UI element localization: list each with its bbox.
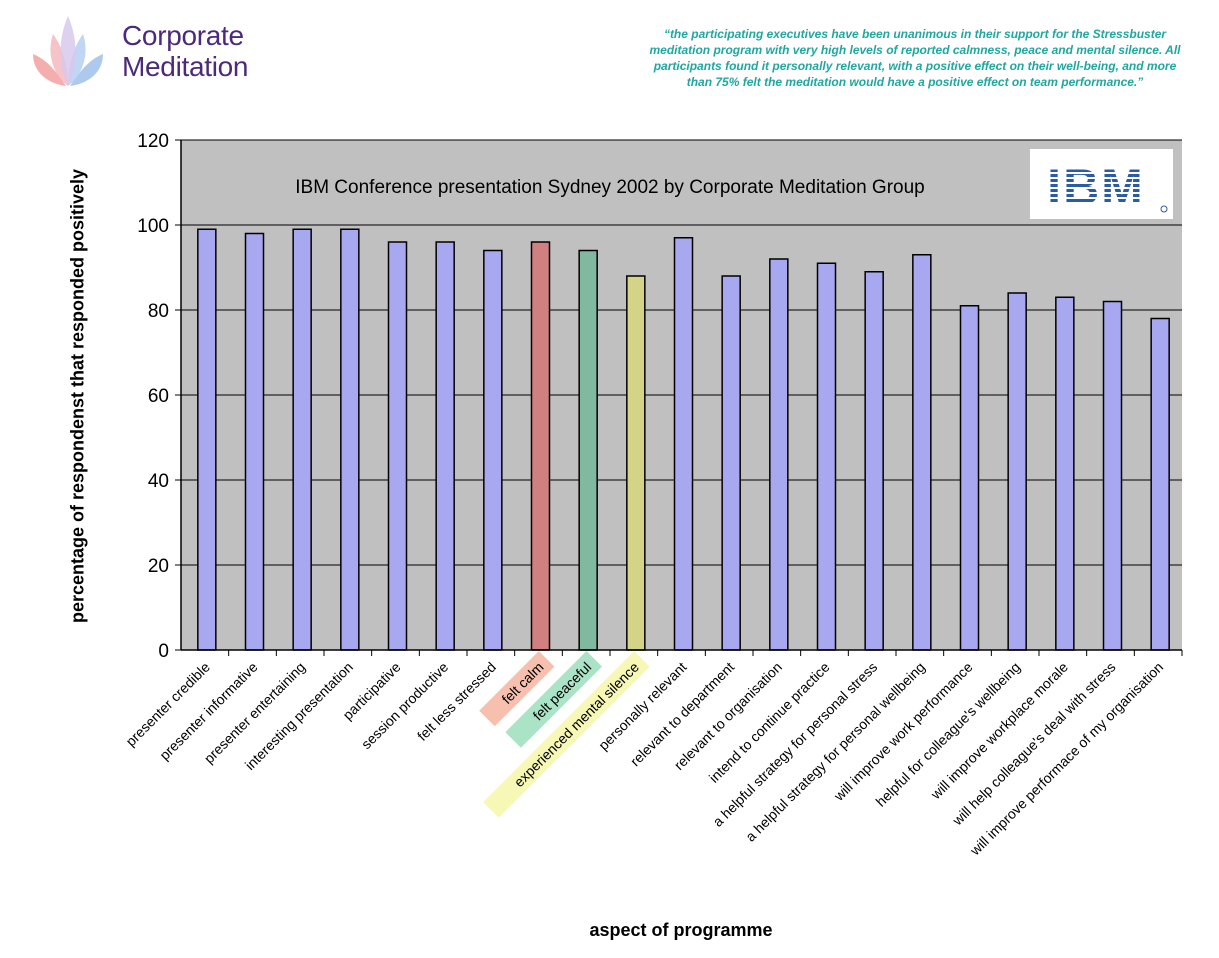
y-tick-label: 60: [148, 386, 169, 407]
bar: [864, 271, 884, 651]
axes: [180, 140, 1182, 651]
bar: [626, 275, 646, 651]
bar: [1055, 296, 1075, 651]
label-highlight: [479, 651, 555, 727]
bar: [1102, 300, 1123, 651]
bars: [197, 228, 1170, 651]
y-tick-label: 120: [137, 131, 169, 152]
x-tick-label: presenter credible: [122, 659, 213, 750]
y-tick-label: 20: [148, 556, 169, 577]
bar: [721, 275, 741, 651]
y-axis-label: percentage of respondenst that responded…: [67, 168, 88, 624]
bar: [483, 249, 503, 651]
bar: [1150, 317, 1170, 651]
y-tick-labels: 0 20 40 60 80 100 120: [137, 131, 169, 662]
bar: [816, 262, 837, 651]
bar: [435, 241, 455, 651]
y-tick-label: 80: [148, 301, 169, 322]
brand-name: Corporate Meditation: [122, 20, 248, 82]
label-highlight: [505, 651, 603, 748]
y-tick-label: 40: [148, 471, 169, 492]
x-tick-label: session productive: [358, 659, 451, 752]
bar: [340, 228, 360, 651]
x-tick-label: a helpful strategy for personal wellbein…: [742, 659, 928, 845]
bar: [387, 241, 408, 651]
testimonial-quote: “the participating executives have been …: [649, 27, 1181, 89]
bar: [197, 228, 217, 651]
bar: [578, 249, 598, 651]
bar: [769, 258, 789, 651]
bar: [1007, 292, 1027, 651]
bar: [673, 237, 694, 651]
bar: [292, 228, 312, 651]
chart-title: IBM Conference presentation Sydney 2002 …: [295, 177, 924, 198]
x-axis-label: aspect of programme: [589, 920, 773, 940]
bar: [244, 232, 265, 651]
label-highlights: [479, 651, 650, 818]
ibm-logo: IBM: [1030, 149, 1173, 219]
bar: [959, 305, 980, 651]
brand-line-2: Meditation: [122, 51, 249, 82]
lotus-icon: [33, 16, 103, 86]
y-tick-label: 100: [137, 216, 169, 237]
y-tick-label: 0: [158, 641, 169, 662]
brand-line-1: Corporate: [122, 20, 244, 51]
bar: [530, 241, 551, 651]
bar: [912, 254, 932, 651]
label-highlight: [483, 651, 650, 818]
corporate-meditation-logo: [33, 16, 103, 86]
